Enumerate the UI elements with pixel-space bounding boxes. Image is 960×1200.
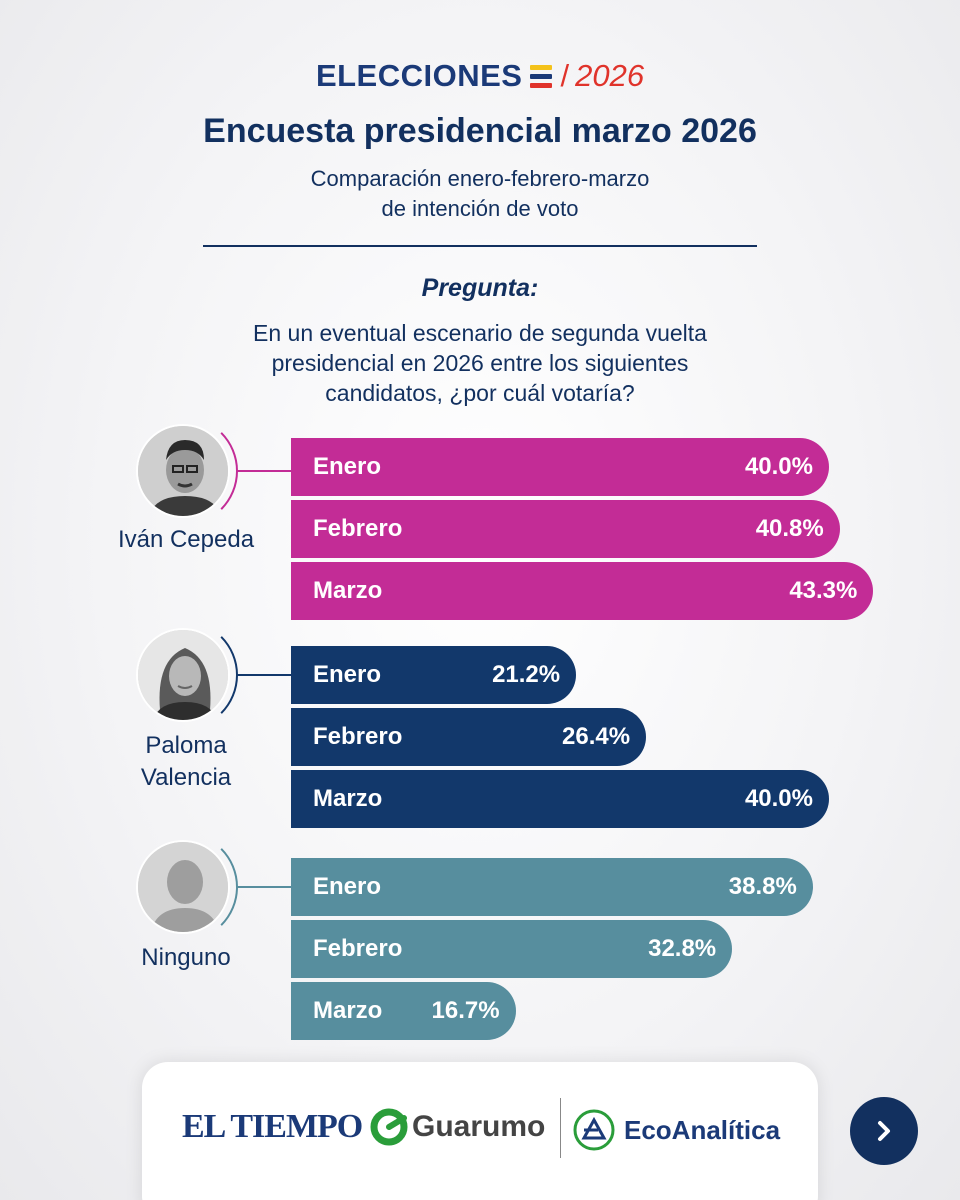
subtitle-line: Comparación enero-febrero-marzo	[310, 166, 650, 191]
bar: Febrero 32.8%	[291, 920, 733, 978]
candidate-name: Ninguno	[101, 942, 271, 974]
header-divider	[203, 245, 757, 247]
avatar-connector	[236, 470, 291, 472]
candidate-name: Iván Cepeda	[101, 524, 271, 556]
guarumo-logo: Guarumo	[370, 1108, 545, 1146]
avatar-connector	[236, 674, 291, 676]
bar-value-label: 40.8%	[755, 515, 824, 542]
guarumo-text: Guarumo	[412, 1110, 546, 1143]
ecoanalitica-text: EcoAnalítica	[624, 1114, 781, 1145]
candidate-name-line: Ninguno	[141, 944, 231, 971]
el-tiempo-logo: EL TIEMPO	[182, 1108, 363, 1145]
bar-label: Enero	[313, 453, 382, 480]
bar-label: Enero	[313, 661, 382, 688]
subtitle-line: de intención de voto	[381, 196, 579, 221]
bar-value-label: 16.7%	[431, 997, 500, 1024]
candidate-photo	[136, 424, 230, 518]
bar-value-label: 40.0%	[744, 785, 813, 812]
brand-separator	[560, 1098, 561, 1158]
ecoanalitica-logo: EcoAnalítica	[572, 1108, 780, 1152]
bar: Marzo 43.3%	[291, 562, 874, 620]
bar-label: Febrero	[313, 935, 403, 962]
question-text: En un eventual escenario de segunda vuel…	[0, 318, 960, 408]
page-subtitle: Comparación enero-febrero-marzo de inten…	[0, 164, 960, 224]
ecoanalitica-icon	[573, 1109, 615, 1151]
bar-label: Marzo	[313, 785, 383, 812]
page-title: Encuesta presidencial marzo 2026	[203, 112, 757, 150]
bar-label: Marzo	[313, 577, 383, 604]
candidate-name-line: Paloma	[145, 732, 227, 759]
question-line: En un eventual escenario de segunda vuel…	[253, 320, 707, 346]
bar-label: Enero	[313, 873, 382, 900]
guarumo-icon	[370, 1108, 408, 1146]
logo-slash: /	[560, 58, 570, 93]
footer-card	[142, 1062, 818, 1200]
next-button[interactable]	[850, 1097, 918, 1165]
logo-year: 2026	[575, 58, 645, 93]
question-line: candidatos, ¿por cuál votaría?	[325, 380, 635, 406]
question-label: Pregunta:	[421, 274, 539, 302]
bar-value-label: 26.4%	[562, 723, 631, 750]
bar-label: Marzo	[313, 997, 383, 1024]
question-line: presidencial en 2026 entre los siguiente…	[271, 350, 689, 376]
bar-value-label: 40.0%	[744, 453, 813, 480]
avatar-connector	[236, 886, 291, 888]
elecciones-logo: ELECCIONES / 2026	[0, 58, 960, 94]
bar: Marzo 16.7%	[291, 982, 516, 1040]
bar: Febrero 26.4%	[291, 708, 647, 766]
candidate-photo	[136, 628, 230, 722]
logo-word: ELECCIONES	[315, 58, 523, 93]
bar-label: Febrero	[313, 515, 403, 542]
bar-value-label: 32.8%	[648, 935, 717, 962]
candidate-name-line: Valencia	[140, 764, 232, 791]
bar: Febrero 40.8%	[291, 500, 840, 558]
candidate-photo	[136, 840, 230, 934]
bar-value-label: 21.2%	[492, 661, 561, 688]
bar: Enero 40.0%	[291, 438, 829, 496]
bar: Enero 38.8%	[291, 858, 813, 916]
chevron-right-icon	[878, 1121, 890, 1141]
bar-label: Febrero	[313, 723, 403, 750]
bar: Marzo 40.0%	[291, 770, 829, 828]
flag-icon	[530, 64, 553, 88]
candidate-name-line: Iván Cepeda	[117, 526, 255, 553]
bar-value-label: 43.3%	[789, 577, 858, 604]
candidate-name: Paloma Valencia	[101, 730, 271, 794]
bar-value-label: 38.8%	[728, 873, 797, 900]
bar: Enero 21.2%	[291, 646, 577, 704]
